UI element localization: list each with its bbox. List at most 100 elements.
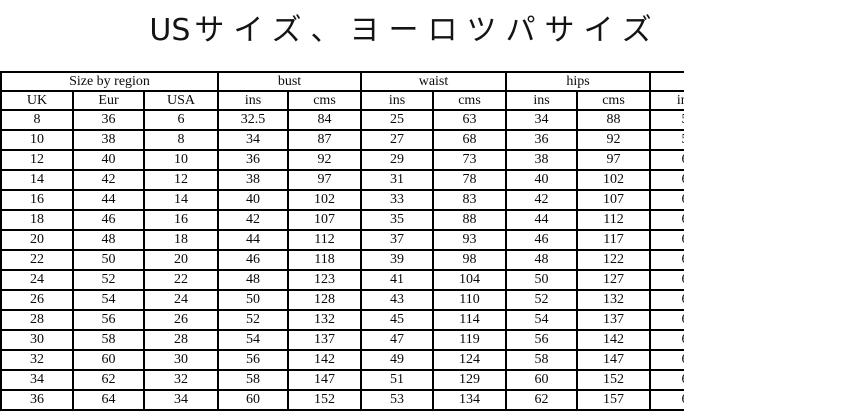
table-cell: 49: [360, 349, 434, 371]
table-cell: 38: [72, 129, 145, 151]
table-cell: 124: [432, 349, 507, 371]
group-header-row: Size by region bust waist hips: [0, 71, 684, 92]
table-cell: 102: [287, 189, 362, 211]
table-cell: 22: [143, 269, 219, 291]
table-cell: 40: [217, 189, 289, 211]
table-cell: 26: [0, 289, 74, 311]
table-row: 3462325814751129601526: [0, 369, 684, 391]
table-cell: 117: [576, 229, 651, 251]
table-cell: 22: [0, 249, 74, 271]
table-cell: 34: [143, 389, 219, 411]
table-cell: 14: [143, 189, 219, 211]
table-cell: 50: [72, 249, 145, 271]
table-row: 204818441123793461176: [0, 229, 684, 251]
table-cell: 37: [360, 229, 434, 251]
table-cell: 18: [143, 229, 219, 251]
table-cell: 147: [287, 369, 362, 391]
table-cell: 44: [72, 189, 145, 211]
table-cell: 56: [505, 329, 578, 351]
table-row: 103883487276836925: [0, 129, 684, 151]
table-cell: 12: [0, 149, 74, 171]
table-cell: 60: [505, 369, 578, 391]
table-cell: 118: [287, 249, 362, 271]
table-cell: 32: [143, 369, 219, 391]
table-cell: 40: [505, 169, 578, 191]
table-cell: 62: [72, 369, 145, 391]
table-cell: 14: [0, 169, 74, 191]
table-cell: 83: [432, 189, 507, 211]
group-header-hips: hips: [505, 71, 651, 92]
table-cell: 45: [360, 309, 434, 331]
table-cell: 112: [576, 209, 651, 231]
table-cell: 28: [143, 329, 219, 351]
table-cell: 73: [432, 149, 507, 171]
table-cell: 78: [432, 169, 507, 191]
table-cell: 30: [143, 349, 219, 371]
table-cell: 36: [217, 149, 289, 171]
table-cell: 8: [143, 129, 219, 151]
table-row: 2856265213245114541376: [0, 309, 684, 331]
table-cell: 48: [505, 249, 578, 271]
table-cell: 6: [649, 289, 684, 311]
table-cell: 24: [143, 289, 219, 311]
table-cell: 25: [360, 109, 434, 131]
table-cell: 88: [432, 209, 507, 231]
table-cell: 48: [72, 229, 145, 251]
col-header-waist-ins: ins: [360, 90, 434, 111]
table-row: 3058285413747119561426: [0, 329, 684, 351]
table-cell: 92: [287, 149, 362, 171]
col-header-hips-cms: cms: [576, 90, 651, 111]
table-cell: 10: [0, 129, 74, 151]
table-cell: 147: [576, 349, 651, 371]
table-cell: 129: [432, 369, 507, 391]
table-row: 3260305614249124581476: [0, 349, 684, 371]
table-cell: 12: [143, 169, 219, 191]
table-cell: 48: [217, 269, 289, 291]
page-title-japanese: サイズ、ヨーロツパサイズ: [194, 13, 661, 48]
table-cell: 58: [217, 369, 289, 391]
table-cell: 134: [432, 389, 507, 411]
table-cell: 26: [143, 309, 219, 331]
table-cell: 107: [287, 209, 362, 231]
table-cell: 54: [217, 329, 289, 351]
table-cell: 46: [505, 229, 578, 251]
sub-header-row: UK Eur USA ins cms ins cms ins cms ins: [0, 90, 684, 111]
table-cell: 5: [649, 129, 684, 151]
table-cell: 32.5: [217, 109, 289, 131]
table-cell: 84: [287, 109, 362, 131]
table-cell: 38: [505, 149, 578, 171]
col-header-bust-ins: ins: [217, 90, 289, 111]
table-cell: 128: [287, 289, 362, 311]
table-cell: 35: [360, 209, 434, 231]
table-row: 184616421073588441126: [0, 209, 684, 231]
table-cell: 41: [360, 269, 434, 291]
size-chart-container: Size by region bust waist hips UK Eur US…: [0, 71, 684, 416]
table-cell: 50: [217, 289, 289, 311]
table-cell: 54: [72, 289, 145, 311]
table-cell: 34: [505, 109, 578, 131]
table-cell: 30: [0, 329, 74, 351]
table-cell: 152: [287, 389, 362, 411]
table-cell: 102: [576, 169, 651, 191]
table-cell: 60: [72, 349, 145, 371]
table-row: 14421238973178401026: [0, 169, 684, 191]
table-cell: 137: [287, 329, 362, 351]
col-header-clipped-ins: ins: [649, 90, 684, 111]
table-cell: 40: [72, 149, 145, 171]
table-cell: 127: [576, 269, 651, 291]
table-cell: 112: [287, 229, 362, 251]
table-cell: 16: [0, 189, 74, 211]
page-title-prefix: US: [149, 13, 191, 48]
table-cell: 152: [576, 369, 651, 391]
table-cell: 56: [72, 309, 145, 331]
col-header-usa: USA: [143, 90, 219, 111]
col-header-uk: UK: [0, 90, 74, 111]
table-cell: 36: [0, 389, 74, 411]
table-cell: 97: [287, 169, 362, 191]
page-title: US サイズ、ヨーロツパサイズ: [0, 5, 810, 49]
table-cell: 132: [576, 289, 651, 311]
table-cell: 52: [72, 269, 145, 291]
table-cell: 5: [649, 109, 684, 131]
col-header-hips-ins: ins: [505, 90, 578, 111]
